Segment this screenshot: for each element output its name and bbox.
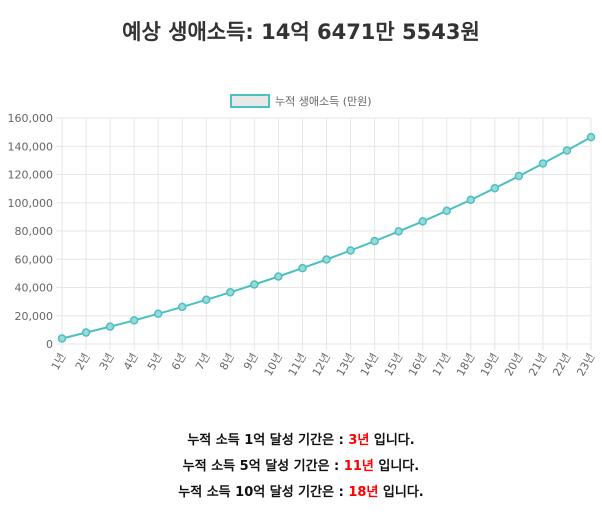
data-point xyxy=(562,146,572,155)
summary-section: 누적 소득 1억 달성 기간은 : 3년 입니다. 누적 소득 5억 달성 기간… xyxy=(0,428,602,506)
summary-line-500m: 누적 소득 5억 달성 기간은 : 11년 입니다. xyxy=(0,454,602,480)
data-point xyxy=(586,132,596,142)
data-point xyxy=(394,227,403,236)
data-point xyxy=(202,295,211,305)
y-axis: 0 20,000 40,000 60,000 80,000 100,000 120,000 1… xyxy=(8,112,54,351)
chart-grid xyxy=(56,117,592,350)
x-tick-label: 12년 xyxy=(310,351,333,378)
data-point xyxy=(442,206,451,216)
y-tick-label: 40,000 xyxy=(15,282,54,295)
x-tick-label: 6년 xyxy=(169,351,189,372)
x-tick-label: 10년 xyxy=(262,351,285,378)
data-point xyxy=(129,316,139,325)
page-title: 예상 생애소득: 14억 6471만 5543원 xyxy=(122,20,480,44)
y-tick-label: 100,000 xyxy=(8,197,54,210)
summary-text: 누적 소득 10억 달성 기간은 : xyxy=(178,485,349,500)
summary-text: 누적 소득 1억 달성 기간은 : xyxy=(187,433,349,448)
summary-text: 입니다. xyxy=(369,433,415,448)
x-tick-label: 9년 xyxy=(241,351,261,372)
data-point xyxy=(418,217,427,226)
x-tick-label: 2년 xyxy=(73,351,93,372)
y-tick-label: 160,000 xyxy=(8,112,54,125)
x-tick-label: 20년 xyxy=(502,351,525,378)
x-tick-label: 11년 xyxy=(286,351,309,378)
summary-highlight: 3년 xyxy=(348,433,370,448)
x-tick-label: 17년 xyxy=(430,351,453,378)
x-tick-label: 23년 xyxy=(574,351,597,378)
y-tick-label: 0 xyxy=(46,338,53,351)
chart-legend[interactable]: 누적 생애소득 (만원) xyxy=(230,94,372,108)
x-tick-label: 7년 xyxy=(193,351,213,372)
y-tick-label: 120,000 xyxy=(8,169,54,182)
data-point xyxy=(538,159,548,168)
x-tick-label: 15년 xyxy=(382,351,405,378)
summary-highlight: 11년 xyxy=(343,459,374,474)
data-point xyxy=(370,236,379,246)
data-point xyxy=(466,195,476,205)
data-point xyxy=(346,246,355,255)
x-tick-label: 14년 xyxy=(358,351,381,378)
data-point xyxy=(250,280,259,289)
y-tick-label: 20,000 xyxy=(15,310,54,323)
x-tick-label: 19년 xyxy=(478,351,501,378)
data-point xyxy=(514,171,524,181)
data-points xyxy=(57,132,596,343)
summary-text: 입니다. xyxy=(378,485,424,500)
summary-text: 누적 소득 5억 달성 기간은 : xyxy=(182,459,344,474)
x-tick-label: 16년 xyxy=(406,351,429,378)
line-chart: 누적 생애소득 (만원) 0 20,000 40,000 60,000 80,000 10… xyxy=(8,94,598,378)
data-point xyxy=(105,322,115,331)
legend-label: 누적 생애소득 (만원) xyxy=(275,95,372,108)
data-point xyxy=(81,328,91,337)
x-tick-label: 13년 xyxy=(334,351,357,378)
data-point xyxy=(490,183,500,193)
x-tick-label: 21년 xyxy=(526,351,549,378)
data-point xyxy=(298,263,307,273)
x-tick-label: 4년 xyxy=(121,351,141,372)
summary-line-100m: 누적 소득 1억 달성 기간은 : 3년 입니다. xyxy=(0,428,602,454)
data-point xyxy=(177,302,187,312)
x-tick-label: 8년 xyxy=(217,351,237,372)
legend-swatch xyxy=(230,94,270,108)
x-tick-label: 3년 xyxy=(97,351,117,372)
y-tick-label: 140,000 xyxy=(8,140,54,153)
summary-highlight: 18년 xyxy=(348,485,379,500)
x-axis: 1년 2년 3년 4년 5년 6년 7년 8년 9년 10년 11년 12년 13년 14년 15년 16년 1… xyxy=(49,351,598,378)
data-point xyxy=(274,272,283,281)
x-tick-label: 1년 xyxy=(49,351,69,372)
data-point xyxy=(153,309,163,319)
x-tick-label: 5년 xyxy=(145,351,165,372)
data-point xyxy=(57,334,67,343)
data-point xyxy=(226,288,235,297)
x-tick-label: 18년 xyxy=(454,351,477,378)
y-tick-label: 80,000 xyxy=(15,225,54,238)
summary-text: 입니다. xyxy=(373,459,420,474)
data-point xyxy=(322,255,331,264)
y-tick-label: 60,000 xyxy=(15,253,54,266)
chart-container: 누적 생애소득 (만원) 0 20,000 40,000 60,000 80,000 10… xyxy=(0,84,602,394)
x-tick-label: 22년 xyxy=(550,351,573,378)
summary-line-1b: 누적 소득 10억 달성 기간은 : 18년 입니다. xyxy=(0,480,602,506)
